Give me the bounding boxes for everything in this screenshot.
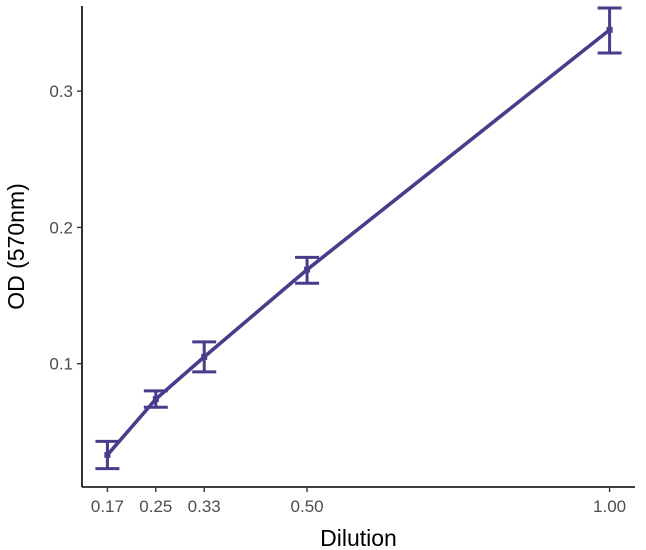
x-tick-label: 0.17 bbox=[91, 497, 124, 516]
ticks-layer: 0.1 0.2 0.3 0.17 0.25 0.33 0.50 1.00 bbox=[49, 82, 626, 516]
data-point bbox=[304, 266, 311, 273]
x-tick-label: 1.00 bbox=[593, 497, 626, 516]
x-axis-title: Dilution bbox=[320, 525, 397, 550]
y-axis-title: OD (570nm) bbox=[3, 183, 29, 310]
data-point bbox=[201, 353, 208, 360]
x-tick-label: 0.33 bbox=[188, 497, 221, 516]
y-tick-label: 0.2 bbox=[49, 218, 73, 237]
y-tick-label: 0.3 bbox=[49, 82, 73, 101]
x-tick-label: 0.25 bbox=[139, 497, 172, 516]
axes-layer bbox=[81, 6, 635, 488]
series-layer bbox=[95, 6, 622, 471]
series-line bbox=[106, 28, 611, 457]
data-point bbox=[104, 451, 111, 458]
y-tick-label: 0.1 bbox=[49, 355, 73, 374]
data-point bbox=[606, 26, 613, 33]
data-point bbox=[152, 396, 159, 403]
x-tick-label: 0.50 bbox=[291, 497, 324, 516]
